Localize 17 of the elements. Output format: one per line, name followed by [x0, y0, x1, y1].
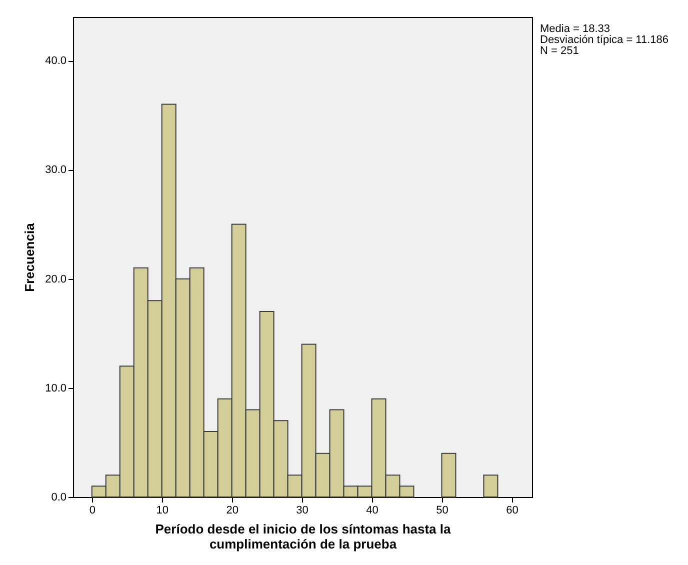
x-tick-label: 40 [366, 504, 378, 516]
y-tick-label: 10.0 [45, 382, 66, 394]
y-axis-title: Frecuencia [22, 222, 38, 292]
y-tick-label: 0.0 [51, 492, 66, 504]
x-tick-label: 50 [436, 504, 448, 516]
x-tick-label: 30 [296, 504, 308, 516]
x-tick-label: 60 [506, 504, 518, 516]
x-tick-label: 20 [226, 504, 238, 516]
text: N = 251 [540, 45, 580, 57]
y-tick-label: 20.0 [45, 273, 66, 286]
x-tick-label: 10 [156, 504, 168, 516]
text: Media = 18.33 [540, 23, 610, 35]
x-tick-label: 0 [89, 504, 96, 516]
x-axis-title: Período desde el inicio de los síntomas hasta la cumplimentación de la prueba [155, 522, 452, 552]
text: Desviación típica = 11.186 [540, 34, 669, 46]
y-tick-label: 40.0 [45, 55, 66, 68]
y-tick-label: 30.0 [45, 164, 66, 176]
